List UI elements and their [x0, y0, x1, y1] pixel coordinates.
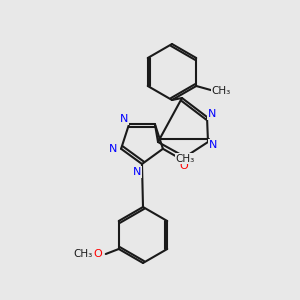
- Text: N: N: [120, 114, 128, 124]
- Text: N: N: [208, 109, 216, 119]
- Text: O: O: [180, 161, 188, 171]
- Text: CH₃: CH₃: [175, 154, 194, 164]
- Text: N: N: [109, 144, 117, 154]
- Text: CH₃: CH₃: [73, 249, 92, 259]
- Text: O: O: [93, 249, 102, 259]
- Text: N: N: [133, 167, 141, 177]
- Text: N: N: [209, 140, 217, 150]
- Text: CH₃: CH₃: [212, 86, 231, 96]
